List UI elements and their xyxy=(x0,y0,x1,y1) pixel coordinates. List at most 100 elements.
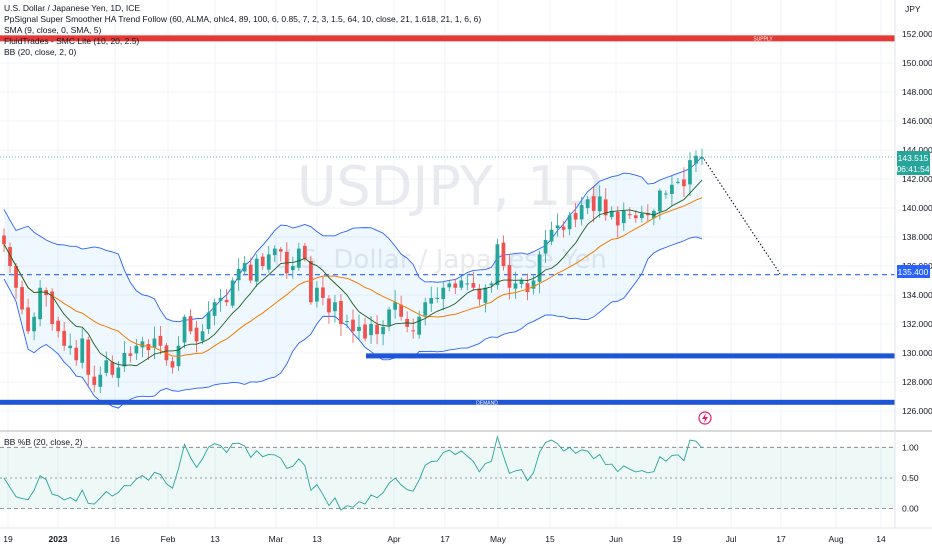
candle-body xyxy=(471,283,476,288)
candle-body xyxy=(585,199,590,209)
candle-body xyxy=(32,316,36,332)
candle-body xyxy=(627,214,632,216)
candle-body xyxy=(321,287,325,298)
countdown-text: 06:41:54 xyxy=(896,164,929,174)
candle-body xyxy=(549,229,554,242)
candle-body xyxy=(140,341,145,348)
candle-body xyxy=(333,302,337,312)
time-tick-label: 19 xyxy=(3,534,13,544)
price-tick-label: 150.000 xyxy=(902,58,932,68)
candle-body xyxy=(200,331,205,341)
candle-body xyxy=(230,280,235,306)
candle-body xyxy=(56,320,61,332)
candle-body xyxy=(236,268,241,281)
candle-body xyxy=(68,345,73,349)
time-axis[interactable]: 19 2023 16 Feb 13 Mar 13 Apr 17 May 15 Jun 19 Jul 17 Au… xyxy=(0,527,932,544)
candle-body xyxy=(369,324,373,336)
candle-body xyxy=(664,193,668,195)
candle-body xyxy=(50,291,55,324)
candle-body xyxy=(567,215,572,230)
candle-body xyxy=(459,280,464,288)
legend-ppsignal[interactable]: PpSignal Super Smoother HA Trend Follow … xyxy=(4,14,482,24)
candle-body xyxy=(98,374,103,387)
price-tick-label: 128.000 xyxy=(902,377,932,387)
candle-body xyxy=(531,280,536,289)
candle-body xyxy=(555,225,560,229)
candle-body xyxy=(441,287,446,300)
candle-body xyxy=(700,157,704,159)
candle-body xyxy=(290,266,295,271)
bb-upper xyxy=(3,156,703,323)
smc-zones: SUPPLY DEMAND xyxy=(0,35,895,406)
currency-label: JPY xyxy=(905,4,921,14)
time-tick-label: 16 xyxy=(110,534,120,544)
candle-body xyxy=(309,261,313,303)
candle-body xyxy=(477,288,482,300)
candle-body xyxy=(164,345,169,361)
pctb-line xyxy=(3,435,703,511)
candle-body xyxy=(242,263,247,272)
price-tick-label: 148.000 xyxy=(902,87,932,97)
candle-body xyxy=(345,321,349,323)
time-tick-label: 17 xyxy=(440,534,450,544)
candle-body xyxy=(645,213,650,216)
candle-body xyxy=(597,196,602,212)
candle-body xyxy=(248,264,253,281)
candle-body xyxy=(639,213,644,218)
candle-body xyxy=(260,256,265,266)
time-tick-label: 17 xyxy=(776,534,786,544)
candle-body xyxy=(633,215,638,219)
candle-body xyxy=(176,345,181,367)
candle-body xyxy=(363,324,367,339)
legend-symbol[interactable]: U.S. Dollar / Japanese Yen, 1D, ICE xyxy=(4,3,141,13)
candle-body xyxy=(387,309,391,326)
candle-body xyxy=(86,339,91,375)
indicator-title[interactable]: BB %B (20, close, 2) xyxy=(4,437,83,447)
candle-body xyxy=(465,283,470,285)
candle-body xyxy=(20,287,24,310)
time-tick-label: May xyxy=(490,534,507,544)
legend-sma[interactable]: SMA (9, close, 0, SMA, 5) xyxy=(4,25,102,35)
candle-body xyxy=(110,362,115,375)
watermark: USDJPY, 1D U.S. Dollar / Japanese Yen xyxy=(273,155,607,275)
time-tick-label: Apr xyxy=(387,534,400,544)
candle-body xyxy=(254,258,259,282)
flash-icon[interactable] xyxy=(698,411,712,425)
candle-body xyxy=(399,304,404,317)
candle-body xyxy=(206,312,211,330)
candle-body xyxy=(670,184,674,194)
bb-basis-line xyxy=(3,197,703,358)
candle-body xyxy=(682,179,686,187)
candle-body xyxy=(128,353,133,356)
candle-body xyxy=(315,287,319,302)
candle-body xyxy=(525,283,530,293)
level-price-text: 135.400 xyxy=(898,267,929,277)
candle-body xyxy=(92,376,97,385)
candle-body xyxy=(278,249,283,252)
candle-body xyxy=(14,265,18,288)
candle-body xyxy=(327,298,331,313)
price-tick-label: 132.000 xyxy=(902,319,932,329)
candle-body xyxy=(591,196,596,211)
pctb-tick-label: 1.00 xyxy=(902,442,919,452)
candle-body xyxy=(676,181,680,183)
candle-body xyxy=(453,283,458,288)
legend-fluidtrades[interactable]: FluidTrades - SMC Lite (10, 20, 2.5) xyxy=(4,36,140,46)
time-tick-label: 14 xyxy=(876,534,886,544)
candle-body xyxy=(152,338,157,348)
candle-body xyxy=(579,205,584,220)
candle-body xyxy=(483,287,488,303)
time-tick-label: Feb xyxy=(161,534,176,544)
candle-body xyxy=(489,283,494,286)
price-tick-label: 126.000 xyxy=(902,406,932,416)
legend-bb[interactable]: BB (20, close, 2, 0) xyxy=(4,47,77,57)
price-grid xyxy=(0,0,895,528)
demand-zone-upper xyxy=(366,353,895,359)
candle-body xyxy=(134,345,139,354)
time-tick-label: 15 xyxy=(545,534,555,544)
candle-body xyxy=(694,155,698,164)
candle-body xyxy=(507,265,512,288)
watermark-name: U.S. Dollar / Japanese Yen xyxy=(273,245,607,275)
candle-body xyxy=(688,160,692,185)
